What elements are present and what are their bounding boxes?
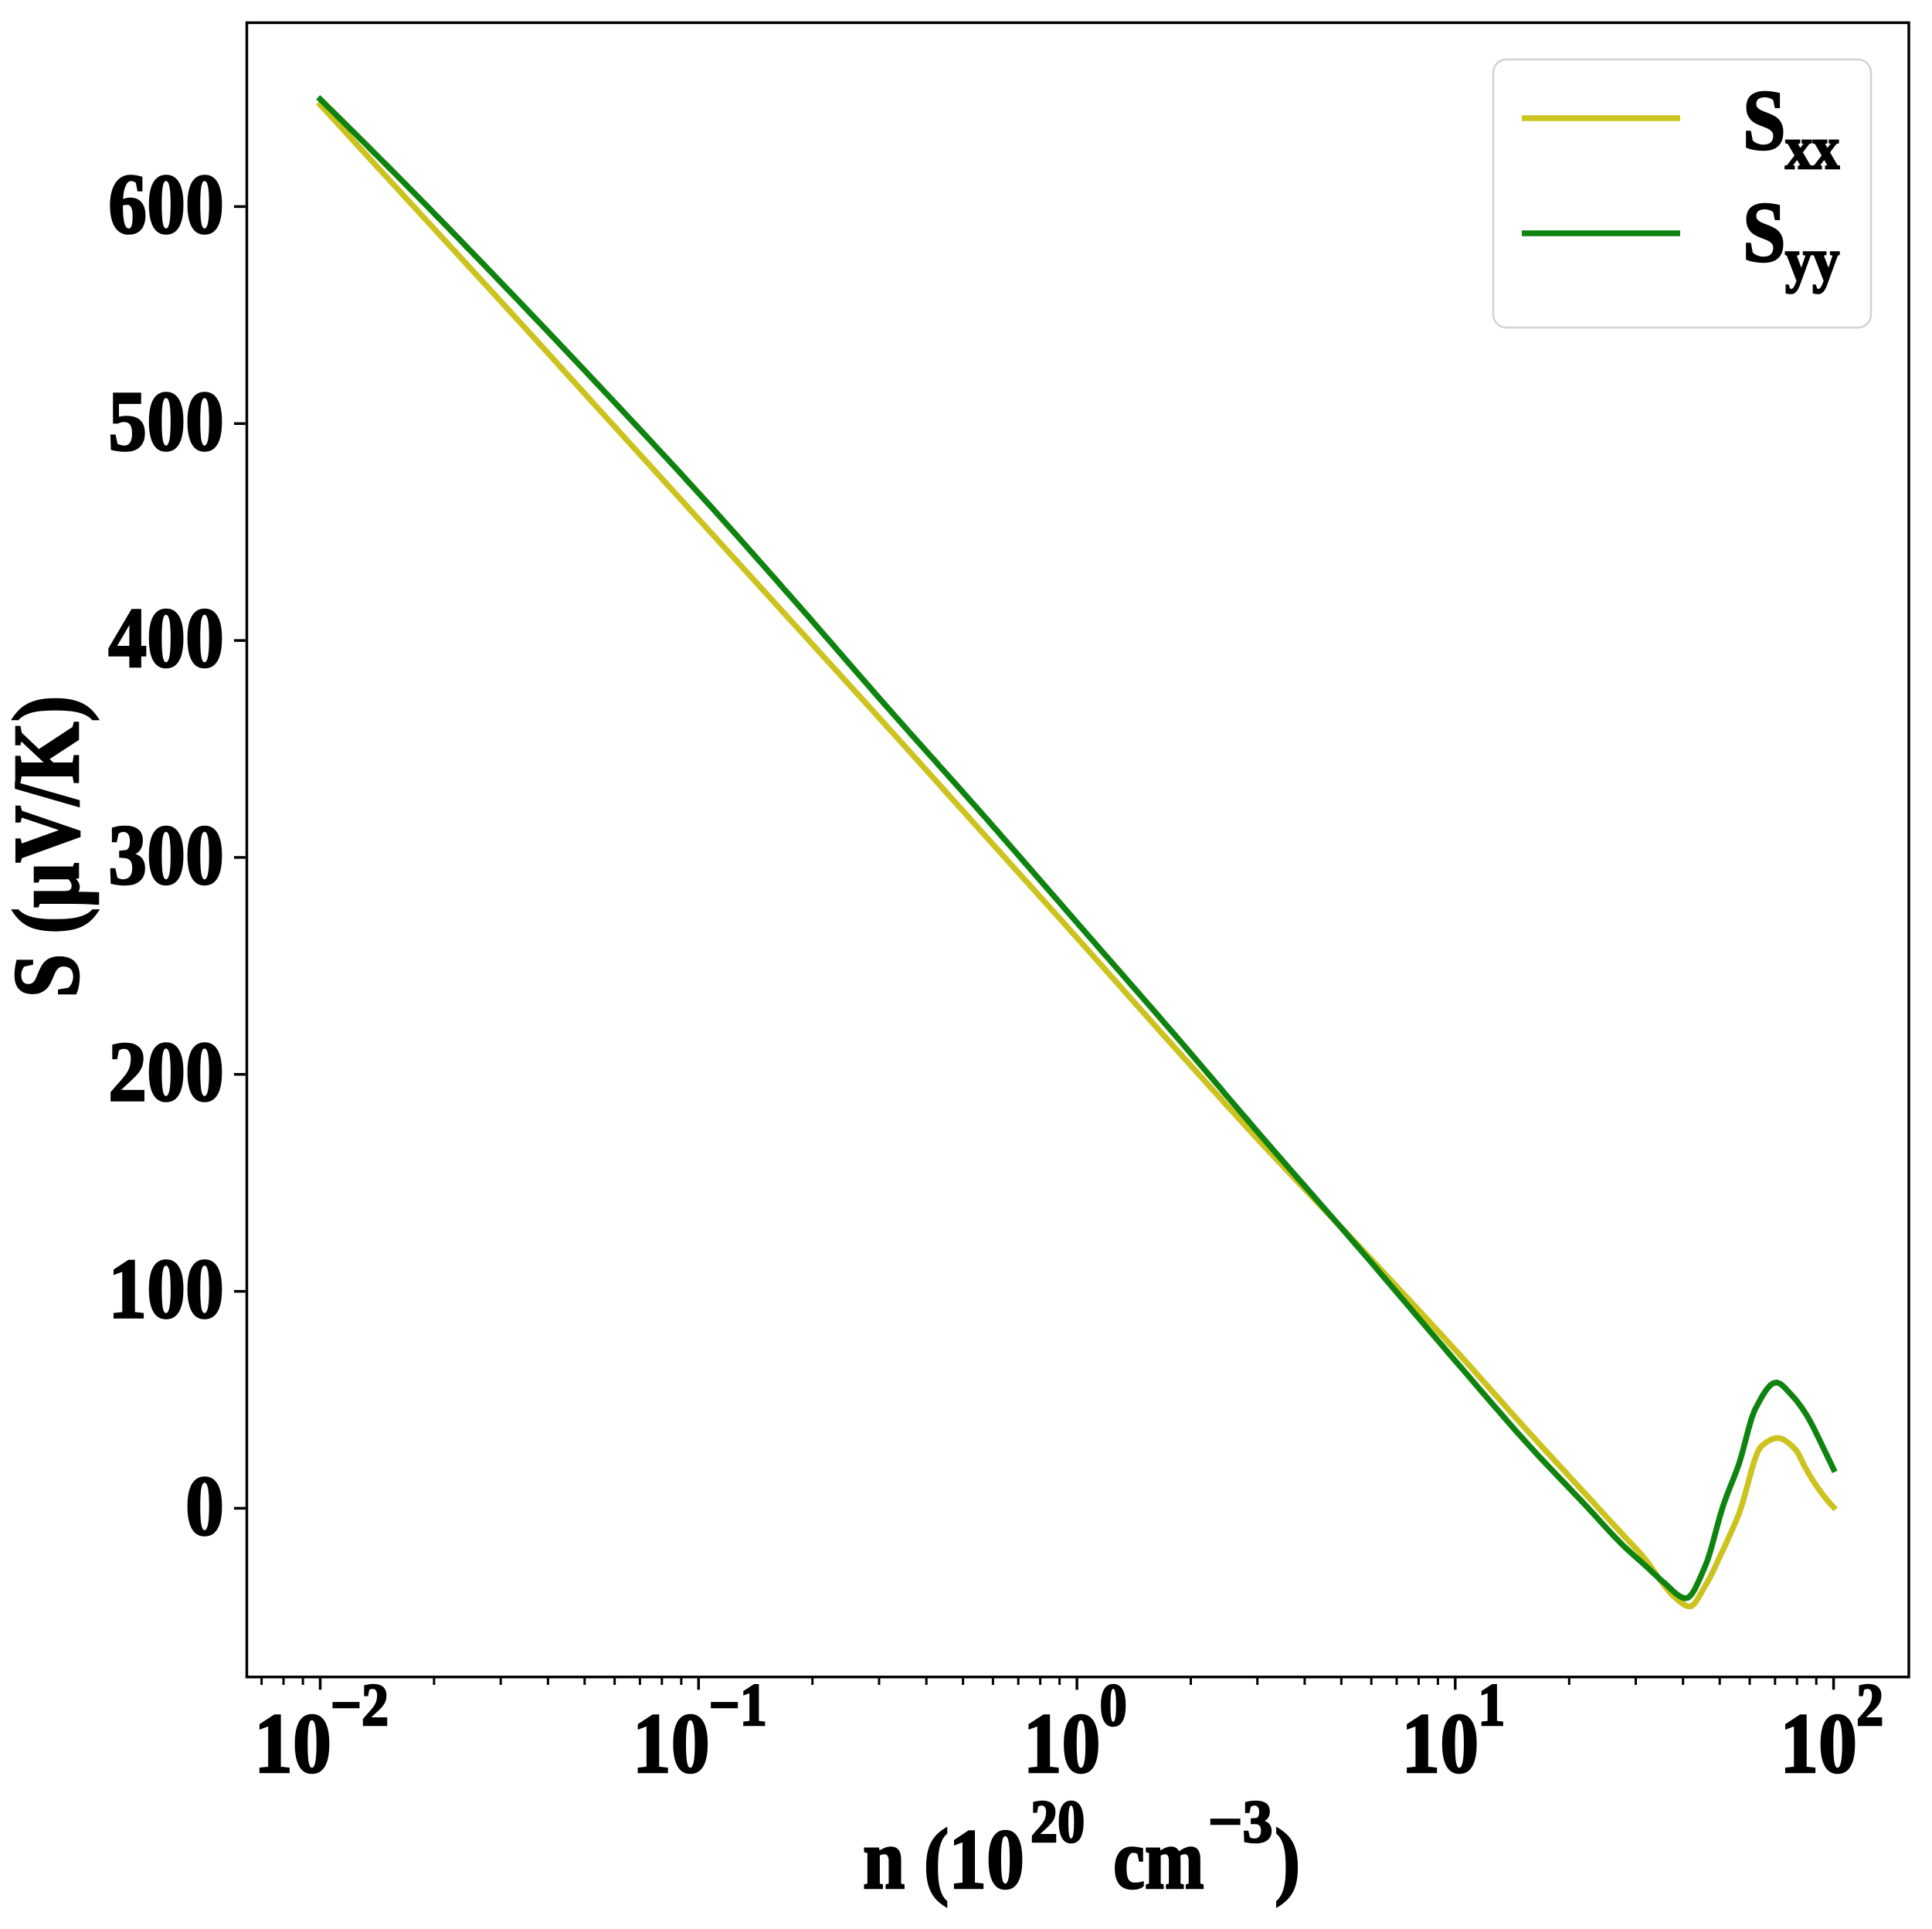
svg-text:100: 100 [108,1241,224,1336]
svg-text:yy: yy [1785,228,1839,294]
svg-text:xx: xx [1785,116,1839,182]
svg-text:S (μV/K): S (μV/K) [0,695,99,997]
svg-text:cm: cm [1113,1812,1204,1907]
svg-text:20: 20 [1031,1789,1085,1856]
svg-text:0: 0 [185,1459,224,1554]
svg-text:S: S [1743,73,1786,168]
svg-text:10: 10 [1024,1696,1101,1791]
svg-text:0: 0 [1100,1673,1127,1739]
svg-text:n (10: n (10 [863,1812,1024,1907]
svg-text:300: 300 [108,807,224,902]
svg-text:10: 10 [254,1696,331,1791]
svg-text:−3: −3 [1208,1788,1272,1855]
svg-text:1: 1 [1478,1673,1505,1739]
svg-text:200: 200 [108,1024,224,1119]
svg-text:−2: −2 [331,1673,389,1739]
svg-text:400: 400 [108,590,224,685]
svg-text:10: 10 [633,1696,710,1791]
svg-text:600: 600 [108,157,224,252]
svg-text:2: 2 [1856,1673,1883,1739]
svg-text:10: 10 [1780,1696,1857,1791]
svg-text:−1: −1 [709,1673,767,1739]
svg-text:500: 500 [108,373,224,468]
svg-text:10: 10 [1401,1696,1479,1791]
svg-text:S: S [1743,185,1786,280]
svg-text:): ) [1275,1812,1300,1907]
